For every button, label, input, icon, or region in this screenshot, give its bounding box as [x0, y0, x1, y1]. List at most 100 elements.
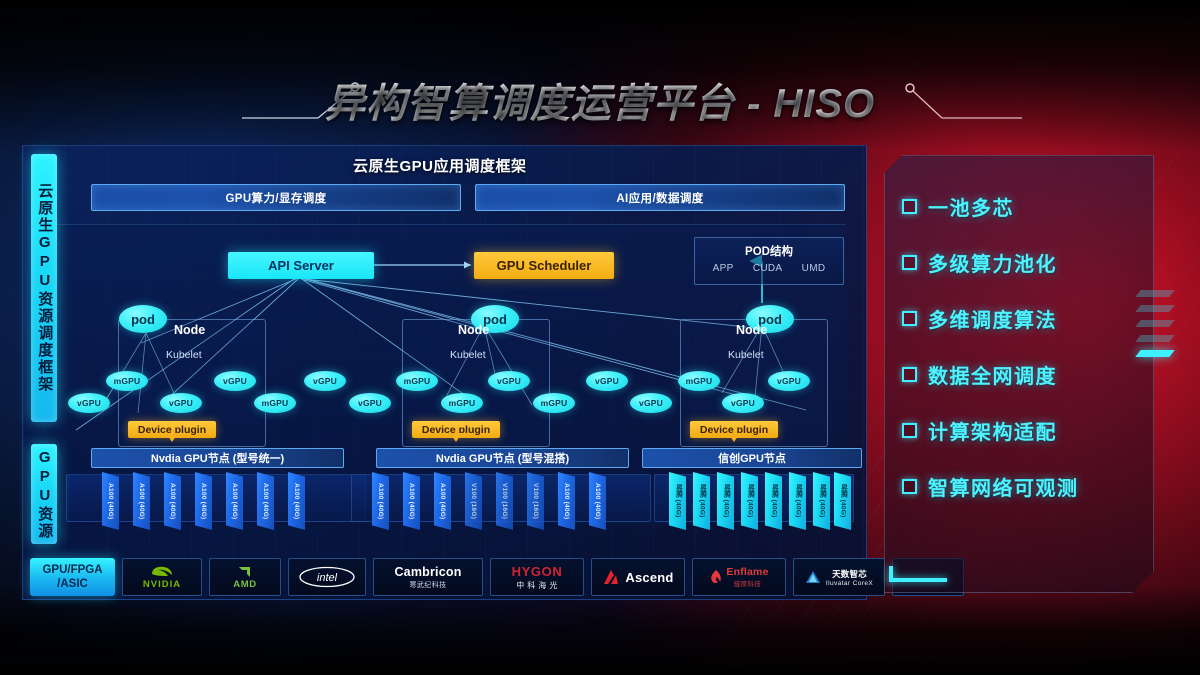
feature-item-0-label: 一池多芯 — [928, 197, 1014, 220]
svg-text:intel: intel — [317, 572, 338, 584]
mgpu-badge-1b[interactable]: mGPU — [106, 371, 148, 391]
vendor-nvidia[interactable]: NVIDIA — [122, 558, 202, 596]
iluvatar-logo-icon — [805, 571, 820, 583]
mgpu-badge-2f[interactable]: mGPU — [533, 393, 575, 413]
pod-badge-2-label: pod — [483, 311, 507, 327]
pod-structure-item-cuda: CUDA — [752, 263, 783, 274]
vendor-enflame[interactable]: Enflame 燧原科技 — [692, 558, 786, 596]
title-ornament-left — [242, 82, 360, 119]
device-plugin-1[interactable]: Device plugin — [128, 421, 216, 438]
gpu-card: A100 (40G) — [403, 472, 420, 530]
vgpu-badge-2b-label: vGPU — [358, 398, 382, 408]
vgpu-badge-1a[interactable]: vGPU — [68, 393, 110, 413]
feature-item-1[interactable]: 多级算力池化 — [902, 234, 1152, 290]
vendor-hygon-name: HYGON — [511, 563, 563, 579]
gpu-card: A100 (40G) — [257, 472, 274, 530]
feature-item-2[interactable]: 多维调度算法 — [902, 290, 1152, 346]
mgpu-badge-2e[interactable]: vGPU — [488, 371, 530, 391]
vgpu-badge-1a-label: vGPU — [77, 398, 101, 408]
gpu-card: 昇腾 (40G) — [669, 472, 686, 530]
feature-item-4[interactable]: 计算架构适配 — [902, 402, 1152, 458]
checkbox-icon — [902, 366, 917, 382]
vgpu-badge-1d-label: vGPU — [223, 376, 247, 386]
vendor-cambricon[interactable]: Cambricon 寒武纪科技 — [373, 558, 483, 596]
feature-item-4-label: 计算架构适配 — [928, 421, 1057, 444]
gpu-card: A100 (40G) — [288, 472, 305, 530]
vgpu-badge-3e[interactable]: vGPU — [768, 371, 810, 391]
panel-accent-corner — [889, 566, 893, 582]
bar-gpu-compute[interactable]: GPU算力/显存调度 — [91, 184, 461, 211]
vgpu-badge-3e-label: vGPU — [777, 376, 801, 386]
gpu-scheduler-node[interactable]: GPU Scheduler — [474, 252, 614, 279]
node-label-2: Node — [458, 323, 490, 337]
gpu-group-title-3-label: 信创GPU节点 — [718, 453, 786, 465]
device-plugin-3-label: Device plugin — [699, 423, 769, 436]
feature-item-1-label: 多级算力池化 — [928, 253, 1057, 276]
vendor-intel[interactable]: intel — [288, 558, 366, 596]
pod-badge-3[interactable]: pod — [746, 305, 794, 333]
gpu-card: V100 (16G) — [527, 472, 544, 530]
gpu-card: 昇腾 (40G) — [765, 472, 782, 530]
gpu-group-title-1[interactable]: Nvdia GPU节点 (型号统一) — [91, 448, 344, 468]
vgpu-badge-1d[interactable]: vGPU — [214, 371, 256, 391]
feature-item-3-label: 数据全网调度 — [928, 365, 1057, 388]
background-bottom-fade — [0, 585, 1200, 675]
vendor-iluvatar[interactable]: 天数智芯 Iluvatar CoreX — [793, 558, 885, 596]
gpu-card: A100 (40G) — [558, 472, 575, 530]
gpu-group-title-1-label: Nvdia GPU节点 (型号统一) — [150, 453, 285, 465]
checkbox-icon — [902, 422, 917, 438]
gpu-card: A100 (40G) — [102, 472, 119, 530]
pod-structure-title: POD结构 — [745, 246, 793, 258]
vgpu-badge-2a[interactable]: vGPU — [304, 371, 346, 391]
page-title-text: 异构智算调度运营平台 - HISO — [325, 71, 875, 129]
gpu-card: A100 (40G) — [589, 472, 606, 530]
mgpu-badge-1e[interactable]: mGPU — [254, 393, 296, 413]
sidebar-tab-framework-label: 云原生GPU资源调度框架 — [36, 183, 54, 393]
gpu-group-title-2[interactable]: Nvdia GPU节点 (型号混搭) — [376, 448, 629, 468]
title-ornament-right — [905, 83, 1022, 119]
mgpu-badge-2f-label: mGPU — [540, 398, 568, 408]
device-plugin-arrows — [166, 433, 740, 442]
bar-ai-app[interactable]: AI应用/数据调度 — [475, 184, 845, 211]
pod-badge-1-label: pod — [131, 311, 155, 327]
feature-item-5[interactable]: 智算网络可观测 — [902, 458, 1152, 514]
feature-item-3[interactable]: 数据全网调度 — [902, 346, 1152, 402]
pod-badge-1[interactable]: pod — [119, 305, 167, 333]
vgpu-badge-2b[interactable]: vGPU — [349, 393, 391, 413]
api-server-node[interactable]: API Server — [228, 252, 374, 279]
device-plugin-2[interactable]: Device plugin — [412, 421, 500, 438]
vgpu-badge-2d[interactable]: mGPU — [441, 393, 483, 413]
mgpu-badge-3c[interactable]: mGPU — [678, 371, 720, 391]
page-title: 异构智算调度运营平台 - HISO — [0, 72, 1200, 128]
pod-badge-2[interactable]: pod — [471, 305, 519, 333]
pod-structure-box[interactable]: POD结构 APP CUDA UMD — [694, 237, 844, 285]
vgpu-badge-3d[interactable]: vGPU — [722, 393, 764, 413]
vgpu-badge-2c[interactable]: mGPU — [396, 371, 438, 391]
vendor-category-line2: /ASIC — [57, 577, 88, 590]
gpu-card: A100 (40G) — [133, 472, 150, 530]
vendor-hygon[interactable]: HYGON 中 科 海 光 — [490, 558, 584, 596]
vgpu-badge-1c[interactable]: vGPU — [160, 393, 202, 413]
gpu-group-title-3[interactable]: 信创GPU节点 — [642, 448, 862, 468]
vgpu-badge-3b[interactable]: vGPU — [630, 393, 672, 413]
mgpu-badge-2e-label: vGPU — [497, 376, 521, 386]
vendor-ascend[interactable]: Ascend — [591, 558, 685, 596]
bar-gpu-compute-label: GPU算力/显存调度 — [225, 192, 327, 205]
vgpu-badge-3a[interactable]: vGPU — [586, 371, 628, 391]
feature-list: 一池多芯 多级算力池化 多维调度算法 数据全网调度 计算架构适配 智算网络可观测 — [902, 178, 1152, 514]
vgpu-badge-2c-label: mGPU — [403, 376, 431, 386]
feature-item-2-label: 多维调度算法 — [928, 309, 1057, 332]
device-plugin-3[interactable]: Device plugin — [690, 421, 778, 438]
node-label-1: Node — [174, 323, 206, 337]
feature-panel — [884, 155, 1154, 593]
vgpu-badge-3a-label: vGPU — [595, 376, 619, 386]
vendor-category-line1: GPU/FPGA — [42, 563, 103, 576]
sidebar-tab-framework[interactable]: 云原生GPU资源调度框架 — [31, 154, 57, 422]
device-plugin-2-label: Device plugin — [421, 423, 491, 436]
feature-item-0[interactable]: 一池多芯 — [902, 178, 1152, 234]
sidebar-tab-gpu-resource[interactable]: GPU资源 — [31, 444, 57, 544]
vendor-amd[interactable]: AMD — [209, 558, 281, 596]
vendor-cambricon-sub: 寒武纪科技 — [409, 581, 447, 589]
gpu-card: A100 (40G) — [164, 472, 181, 530]
kubelet-label-1: Kubelet — [166, 349, 202, 361]
